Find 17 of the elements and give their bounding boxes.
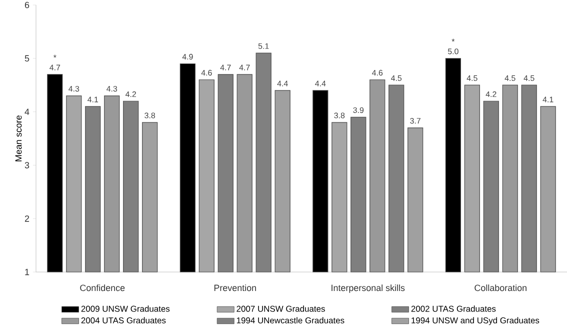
y-axis-title: Mean score: [15, 115, 22, 162]
x-tick-label: Collaboration: [474, 284, 526, 292]
legend-label: 1994 UNewcastle Graduates: [236, 317, 344, 324]
legend-label: 1994 UNSW and USyd Graduates: [412, 317, 540, 326]
y-tick-label: 5: [24, 55, 30, 62]
x-tick-label: Confidence: [80, 284, 125, 292]
legend-label: 2004 UTAS Graduates: [81, 317, 166, 324]
legend-label: 2007 UNSW Graduates: [236, 306, 325, 312]
y-tick-label: 6: [24, 2, 30, 8]
legend-label: 2002 UTAS Graduates: [411, 306, 496, 312]
legend-label: 2009 UNSW Graduates: [81, 306, 170, 312]
x-tick-label: Prevention: [214, 284, 256, 292]
x-tick-label: Interpersonal skills: [332, 284, 405, 293]
y-tick-label: 4: [24, 108, 30, 115]
y-tick-label: 3: [24, 162, 30, 168]
y-tick-label: 2: [24, 215, 30, 222]
y-tick-label: 1: [25, 268, 30, 276]
